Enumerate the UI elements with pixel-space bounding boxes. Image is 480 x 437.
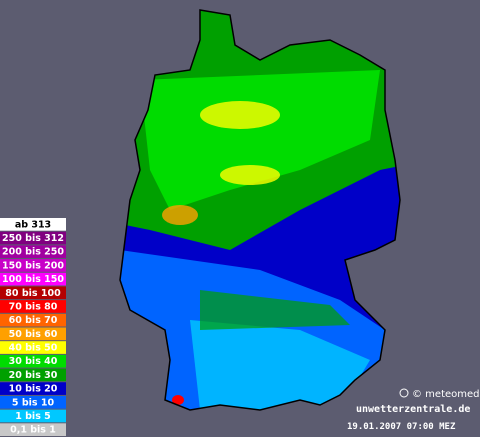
copyright: © meteomedia bbox=[412, 389, 480, 400]
legend-label: 30 bis 40 bbox=[9, 356, 58, 367]
legend-swatch bbox=[0, 286, 66, 300]
legend-swatch bbox=[0, 300, 66, 313]
area bbox=[200, 290, 350, 330]
border bbox=[119, 9, 401, 411]
legend-label: 20 bis 30 bbox=[9, 370, 58, 381]
area bbox=[162, 205, 198, 225]
legend-label: 1 bis 5 bbox=[15, 411, 51, 422]
legend-label: 5 bis 10 bbox=[12, 397, 55, 408]
legend-swatch bbox=[0, 259, 66, 272]
legend-swatch bbox=[0, 423, 66, 436]
area bbox=[200, 101, 280, 129]
area bbox=[220, 165, 280, 185]
legend-label: 40 bis 50 bbox=[9, 343, 58, 354]
legend-label: ab 313 bbox=[15, 219, 51, 230]
legend-swatch bbox=[0, 327, 66, 341]
legend: ab 313 250 bis 312 200 bis 250 150 bis 200 1… bbox=[0, 218, 66, 436]
legend-label: 60 bis 70 bbox=[9, 315, 58, 326]
legend-swatch bbox=[0, 341, 66, 354]
legend-swatch bbox=[0, 354, 66, 368]
legend-label: 200 bis 250 bbox=[2, 247, 64, 258]
legend-swatch bbox=[0, 272, 66, 286]
legend-swatch bbox=[0, 313, 66, 327]
timestamp: 19.01.2007 07:00 MEZ bbox=[347, 422, 456, 432]
legend-swatch bbox=[0, 245, 66, 259]
legend-swatch bbox=[0, 382, 66, 395]
site: unwetterzentrale.de bbox=[356, 404, 470, 415]
legend-label: 10 bis 20 bbox=[9, 384, 58, 395]
legend-swatch bbox=[0, 368, 66, 382]
legend-swatch bbox=[0, 395, 66, 409]
area bbox=[190, 320, 370, 410]
legend-label: 0,1 bis 1 bbox=[10, 425, 56, 436]
legend-swatch bbox=[0, 409, 66, 423]
legend-label: 50 bis 60 bbox=[9, 329, 58, 340]
legend-label: 100 bis 150 bbox=[2, 274, 64, 285]
legend-label: 250 bis 312 bbox=[2, 233, 64, 244]
legend-label: 80 bis 100 bbox=[5, 288, 61, 299]
legend-swatch bbox=[0, 231, 66, 245]
legend-label: 70 bis 80 bbox=[9, 301, 58, 312]
area bbox=[172, 395, 184, 405]
logo-icon bbox=[399, 388, 409, 398]
legend-label: 150 bis 200 bbox=[2, 260, 64, 271]
legend-swatch bbox=[0, 218, 66, 231]
area bbox=[140, 70, 380, 210]
